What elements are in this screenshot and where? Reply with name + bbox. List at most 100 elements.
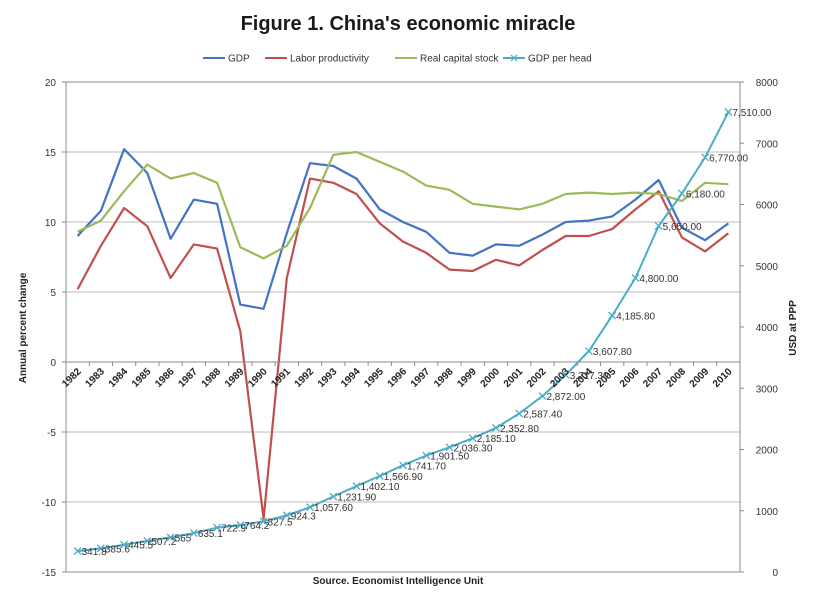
plot-frame <box>65 81 741 573</box>
marker-stroke <box>352 482 361 491</box>
y-left-tick-label: 20 <box>45 78 57 89</box>
y-right-tick-label: 5000 <box>756 262 779 273</box>
gdp-per-head-data-label: 635.1 <box>198 529 223 540</box>
marker-stroke <box>422 451 431 460</box>
legend-label: Labor productivity <box>290 54 369 65</box>
marker-stroke <box>306 503 314 512</box>
gdp-per-head-marker <box>422 451 431 460</box>
marker-stroke <box>73 547 82 556</box>
legend-item: Labor productivity <box>265 54 369 65</box>
y-left-tick-label: 10 <box>45 218 57 229</box>
gdp-per-head-data-label: 2,872.00 <box>546 392 585 403</box>
y-right-tick-label: 0 <box>772 568 778 579</box>
y-right-tick-label: 6000 <box>756 201 779 212</box>
gdp-per-head-marker <box>538 392 547 401</box>
axes: 20 15 10 5 0 -5 -10 -15 8000 7000 6000 5000 4000 3000… <box>42 78 779 579</box>
gdp-per-head-data-label: 1,901.50 <box>430 452 469 463</box>
gdp-per-head-data-label: 4,800.00 <box>639 274 678 285</box>
legend-label: GDP per head <box>528 54 592 65</box>
marker-stroke <box>189 529 198 538</box>
x-tick-label: 1988 <box>200 366 224 390</box>
x-tick-label: 1995 <box>362 366 386 390</box>
marker-stroke <box>166 533 175 542</box>
legend-item: GDP per head <box>503 54 592 65</box>
gdp-per-head-data-label: 2,587.40 <box>523 410 562 421</box>
legend-marker <box>510 54 518 62</box>
x-tick-label: 1997 <box>409 366 433 390</box>
marker-stroke <box>492 423 500 432</box>
marker-stroke <box>143 536 152 545</box>
x-tick-label: 1999 <box>455 366 479 390</box>
x-tick-label: 1998 <box>432 366 456 390</box>
source-note: Source. Economist Intelligence Unit <box>313 576 484 587</box>
chart-title: Figure 1. China's economic miracle <box>241 13 576 35</box>
marker-stroke <box>701 153 710 162</box>
series-line-gdp <box>76 148 730 310</box>
gdp-per-head-marker <box>189 529 198 538</box>
gdp-per-head-data-label: 722.9 <box>221 524 246 535</box>
x-tick-label: 1990 <box>246 366 270 390</box>
marker-stroke <box>375 472 384 480</box>
gdp-per-head-data-label: 3,607.80 <box>593 347 632 358</box>
y-left-tick-label: -15 <box>42 568 57 579</box>
series-line-real-capital-stock <box>77 150 729 260</box>
marker-stroke <box>561 370 570 379</box>
legend-item: Real capital stock <box>395 54 499 65</box>
series-line-labor-productivity <box>76 177 730 520</box>
gdp-per-head-marker <box>724 108 733 116</box>
gdp-per-head-marker <box>213 523 222 532</box>
marker-stroke <box>631 274 640 282</box>
marker-stroke <box>677 189 686 198</box>
x-tick-label: 1989 <box>223 366 247 390</box>
gdp-per-head-data-label: 7,510.00 <box>732 108 771 119</box>
marker-stroke <box>259 517 268 526</box>
x-tick-label: 2008 <box>665 366 689 390</box>
marker-stroke <box>120 540 129 549</box>
legend-label: GDP <box>228 54 250 65</box>
x-tick-label: 1986 <box>153 366 177 390</box>
y-right-tick-label: 4000 <box>756 323 779 334</box>
marker-stroke <box>329 492 338 501</box>
x-tick-label: 2006 <box>618 366 642 390</box>
gdp-per-head-marker <box>445 443 454 452</box>
x-tick-label: 2002 <box>525 366 549 390</box>
gdp-per-head-marker <box>631 274 640 282</box>
gdp-per-head-marker <box>701 153 710 162</box>
gdp-per-head-data-label: 341.8 <box>82 547 107 558</box>
y-right-tick-label: 8000 <box>756 78 779 89</box>
gdp-per-head-data-label: 4,185.80 <box>616 312 655 323</box>
gdp-per-head-marker <box>584 347 593 355</box>
gdp-per-head-data-label: 2,036.30 <box>453 443 492 454</box>
gdp-per-head-marker <box>73 547 82 556</box>
x-tick-label: 2010 <box>711 366 735 390</box>
gdp-per-head-data-label: 565 <box>175 533 192 544</box>
gdp-per-head-data-label: 2,185.10 <box>477 434 516 445</box>
gdp-per-head-marker <box>677 189 686 198</box>
gdp-per-head-data-label: 1,231.90 <box>337 493 376 504</box>
y-axis-right-title: USD at PPP <box>788 300 799 356</box>
x-tick-label: 2007 <box>641 366 665 390</box>
gdp-per-head-marker <box>375 472 384 480</box>
gdp-per-head-marker <box>352 482 361 491</box>
gdp-per-head-marker <box>468 434 477 443</box>
legend-item: GDP <box>203 54 250 65</box>
series-group <box>73 108 733 556</box>
gdp-per-head-marker <box>329 492 338 501</box>
gdp-per-head-data-label: 1,741.70 <box>407 461 446 472</box>
gdp-per-head-marker <box>143 536 152 545</box>
gdp-per-head-data-label: 445.5 <box>128 541 153 552</box>
y-left-tick-label: -10 <box>42 498 57 509</box>
marker-stroke <box>445 443 454 452</box>
x-tick-label: 2000 <box>479 366 503 390</box>
gdp-per-head-data-label: 1,566.90 <box>384 472 423 483</box>
marker-stroke <box>724 108 733 116</box>
marker-stroke <box>608 311 617 320</box>
marker-stroke <box>538 392 547 401</box>
gdp-per-head-data-label: 6,180.00 <box>686 189 725 200</box>
x-tick-label: 1984 <box>107 366 131 390</box>
y-left-tick-label: -5 <box>47 428 56 439</box>
gridlines <box>66 81 740 573</box>
gdp-per-head-data-label: 827.5 <box>268 517 293 528</box>
